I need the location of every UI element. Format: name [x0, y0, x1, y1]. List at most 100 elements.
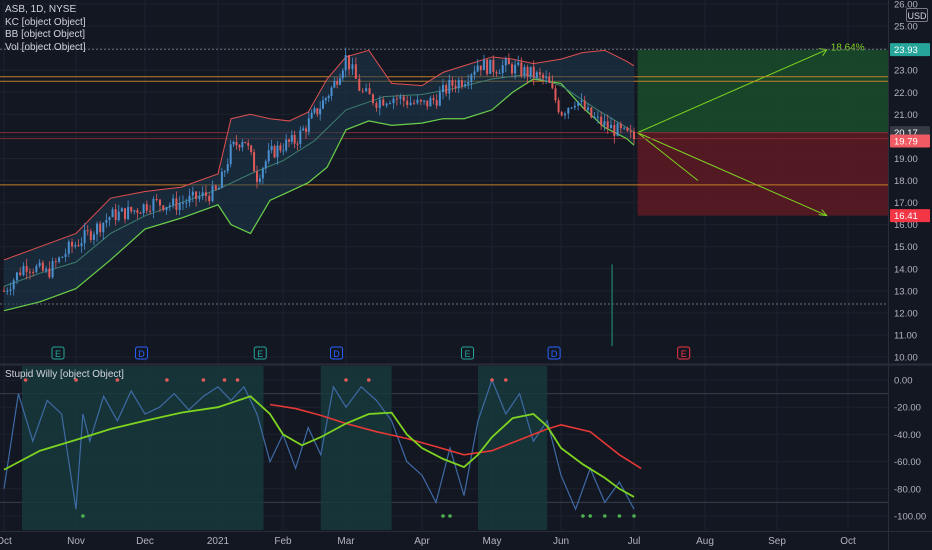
candle-body — [96, 223, 99, 235]
overbought-dot — [115, 378, 120, 382]
candle-body — [535, 72, 538, 78]
price-axis-tick: 18.00 — [894, 176, 918, 187]
event-marker[interactable] — [547, 346, 561, 360]
candle-body — [395, 98, 398, 100]
candle-body — [551, 82, 554, 89]
candle-body — [486, 59, 489, 74]
candle-body — [339, 78, 342, 85]
candle-body — [438, 92, 441, 106]
candle-body — [454, 85, 457, 89]
candle-body — [489, 59, 492, 74]
candle-body — [432, 98, 435, 101]
candle-body — [514, 64, 517, 74]
price-axis-tick: 11.00 — [894, 330, 917, 341]
candle-body — [3, 290, 5, 292]
event-marker-label: D — [138, 349, 145, 359]
time-axis-tick: Aug — [696, 536, 714, 547]
candle-body — [375, 103, 378, 108]
event-marker[interactable] — [461, 346, 474, 360]
oscillator-axis-tick: -40.00 — [894, 430, 921, 441]
candle-body — [399, 96, 402, 99]
candle-body — [162, 205, 165, 211]
candle-body — [181, 202, 184, 204]
candle-body — [282, 150, 285, 152]
candle-body — [467, 82, 470, 85]
candle-body — [108, 217, 111, 221]
price-badge[interactable] — [890, 134, 930, 148]
candle-body — [577, 101, 580, 106]
candle-body — [256, 171, 258, 182]
candle-body — [123, 208, 126, 220]
time-axis-tick: Sep — [768, 536, 786, 547]
price-axis-tick: 16.00 — [894, 220, 918, 231]
price-badge[interactable] — [890, 209, 930, 223]
currency-badge[interactable]: USD — [906, 8, 928, 22]
candle-body — [302, 128, 305, 131]
profit-zone[interactable] — [637, 49, 888, 133]
oversold-dot — [581, 514, 585, 518]
candle-body — [351, 64, 354, 70]
price-axis-tick: 14.00 — [894, 264, 918, 275]
candle-body — [600, 116, 603, 126]
candle-body — [264, 161, 267, 169]
candle-body — [247, 142, 250, 146]
candle-body — [191, 191, 194, 196]
candle-body — [529, 66, 532, 77]
candle-body — [413, 102, 416, 104]
legend-vol[interactable]: Vol [object Object] — [5, 41, 86, 53]
candle-body — [392, 98, 395, 104]
mid-arrow — [637, 132, 699, 181]
candle-body — [567, 107, 570, 114]
event-marker[interactable] — [51, 346, 65, 360]
event-marker[interactable] — [330, 346, 344, 360]
candle-body — [77, 245, 80, 247]
loss-zone[interactable] — [637, 132, 888, 216]
candle-body — [223, 171, 226, 173]
overbought-dot — [165, 378, 169, 382]
candle-body — [238, 145, 241, 148]
chart-legend: ASB, 1D, NYSE KC [object Object] BB [obj… — [5, 4, 86, 54]
event-marker[interactable] — [677, 346, 691, 360]
candle-body — [361, 90, 364, 92]
oscillator-axis-tick: 0.00 — [894, 376, 913, 387]
candle-body — [250, 145, 253, 153]
candle-body — [142, 204, 145, 214]
candle-body — [344, 55, 347, 71]
candle-body — [557, 100, 560, 113]
candle-body — [296, 143, 299, 145]
candle-body — [165, 207, 168, 211]
candle-body — [86, 230, 89, 232]
candle-body — [64, 253, 67, 257]
candle-body — [12, 280, 15, 290]
candle-body — [54, 261, 57, 263]
candle-body — [145, 204, 148, 211]
legend-bb[interactable]: BB [object Object] — [5, 29, 86, 40]
candle-body — [127, 206, 130, 220]
candle-body — [538, 72, 541, 75]
candle-body — [273, 146, 276, 158]
candle-body — [195, 191, 198, 200]
candle-body — [587, 107, 590, 110]
time-axis-tick: Apr — [414, 536, 430, 547]
event-marker[interactable] — [253, 346, 267, 360]
candle-body — [253, 152, 256, 172]
price-badge-label: 19.79 — [894, 137, 918, 148]
oscillator-legend[interactable]: Stupid Willy [object Object] — [5, 369, 124, 380]
legend-symbol[interactable]: ASB, 1D, NYSE — [5, 4, 77, 15]
candle-body — [554, 88, 557, 101]
legend-kc[interactable]: KC [object Object] — [5, 16, 86, 28]
candle-body — [133, 210, 136, 212]
event-marker-label: D — [551, 349, 558, 359]
price-badge[interactable] — [890, 43, 930, 57]
candle-body — [267, 150, 270, 162]
candle-body — [560, 112, 563, 116]
candle-body — [564, 113, 567, 116]
candle-body — [316, 108, 319, 115]
candle-body — [198, 196, 201, 200]
time-axis-tick: Jun — [553, 536, 569, 547]
candle-body — [330, 87, 333, 97]
event-marker[interactable] — [135, 346, 149, 360]
candle-body — [464, 84, 467, 87]
oversold-dot — [448, 514, 452, 518]
